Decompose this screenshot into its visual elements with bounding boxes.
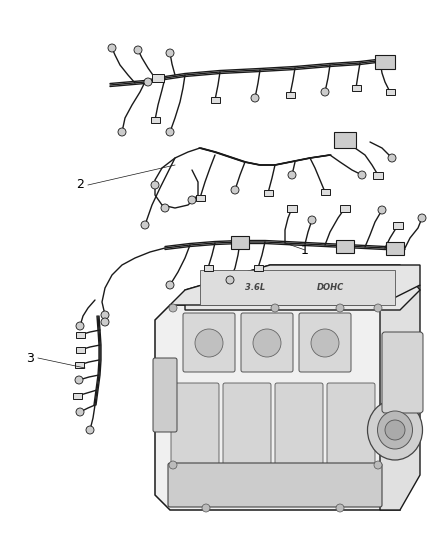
Circle shape — [388, 154, 396, 162]
Bar — [334, 132, 356, 148]
Circle shape — [166, 49, 174, 57]
Bar — [204, 265, 212, 271]
Circle shape — [134, 46, 142, 54]
Bar — [195, 195, 205, 201]
Circle shape — [76, 322, 84, 330]
Polygon shape — [380, 285, 420, 510]
Circle shape — [336, 304, 344, 312]
Bar — [254, 265, 262, 271]
Circle shape — [118, 128, 126, 136]
Bar — [75, 347, 85, 353]
Bar — [352, 85, 360, 91]
Bar — [200, 270, 395, 305]
Bar — [74, 362, 84, 368]
Circle shape — [101, 318, 109, 326]
FancyBboxPatch shape — [153, 358, 177, 432]
Polygon shape — [185, 265, 420, 310]
Text: 1: 1 — [301, 244, 309, 256]
Bar — [75, 332, 85, 338]
Circle shape — [418, 214, 426, 222]
Circle shape — [321, 88, 329, 96]
Circle shape — [231, 186, 239, 194]
Bar — [286, 92, 294, 98]
Ellipse shape — [378, 411, 413, 449]
Circle shape — [151, 181, 159, 189]
Bar — [211, 97, 219, 103]
Bar — [152, 74, 164, 82]
Bar — [386, 241, 404, 254]
Bar — [287, 205, 297, 212]
Circle shape — [188, 196, 196, 204]
Text: DOHC: DOHC — [316, 284, 344, 293]
Text: 3: 3 — [26, 351, 34, 365]
Ellipse shape — [367, 400, 423, 460]
Bar — [393, 222, 403, 229]
FancyBboxPatch shape — [183, 313, 235, 372]
FancyBboxPatch shape — [382, 332, 423, 413]
Bar — [336, 239, 354, 253]
FancyBboxPatch shape — [299, 313, 351, 372]
Circle shape — [271, 304, 279, 312]
FancyBboxPatch shape — [275, 383, 323, 467]
Circle shape — [288, 171, 296, 179]
Bar — [151, 117, 159, 123]
Circle shape — [75, 376, 83, 384]
Polygon shape — [170, 265, 420, 305]
Circle shape — [195, 329, 223, 357]
Circle shape — [374, 304, 382, 312]
Circle shape — [144, 78, 152, 86]
Circle shape — [169, 461, 177, 469]
Circle shape — [161, 204, 169, 212]
Circle shape — [166, 128, 174, 136]
Circle shape — [202, 504, 210, 512]
Bar — [264, 190, 272, 196]
Circle shape — [101, 311, 109, 319]
FancyBboxPatch shape — [223, 383, 271, 467]
Circle shape — [251, 94, 259, 102]
Circle shape — [253, 329, 281, 357]
FancyBboxPatch shape — [327, 383, 375, 467]
Bar — [385, 89, 395, 95]
FancyBboxPatch shape — [171, 383, 219, 467]
Circle shape — [86, 426, 94, 434]
Circle shape — [308, 216, 316, 224]
Circle shape — [108, 44, 116, 52]
Circle shape — [374, 461, 382, 469]
FancyBboxPatch shape — [168, 463, 382, 507]
Text: 2: 2 — [76, 179, 84, 191]
Text: 3.6L: 3.6L — [245, 284, 265, 293]
Circle shape — [169, 304, 177, 312]
Bar — [231, 236, 249, 248]
Circle shape — [358, 171, 366, 179]
Bar — [340, 205, 350, 212]
Circle shape — [226, 276, 234, 284]
Circle shape — [76, 408, 84, 416]
Circle shape — [385, 420, 405, 440]
Circle shape — [311, 329, 339, 357]
Polygon shape — [155, 305, 400, 510]
Circle shape — [378, 206, 386, 214]
Bar — [321, 189, 329, 195]
Circle shape — [141, 221, 149, 229]
Bar — [375, 55, 395, 69]
Bar — [73, 393, 81, 399]
Bar — [373, 172, 383, 179]
FancyBboxPatch shape — [241, 313, 293, 372]
Circle shape — [336, 504, 344, 512]
Circle shape — [166, 281, 174, 289]
